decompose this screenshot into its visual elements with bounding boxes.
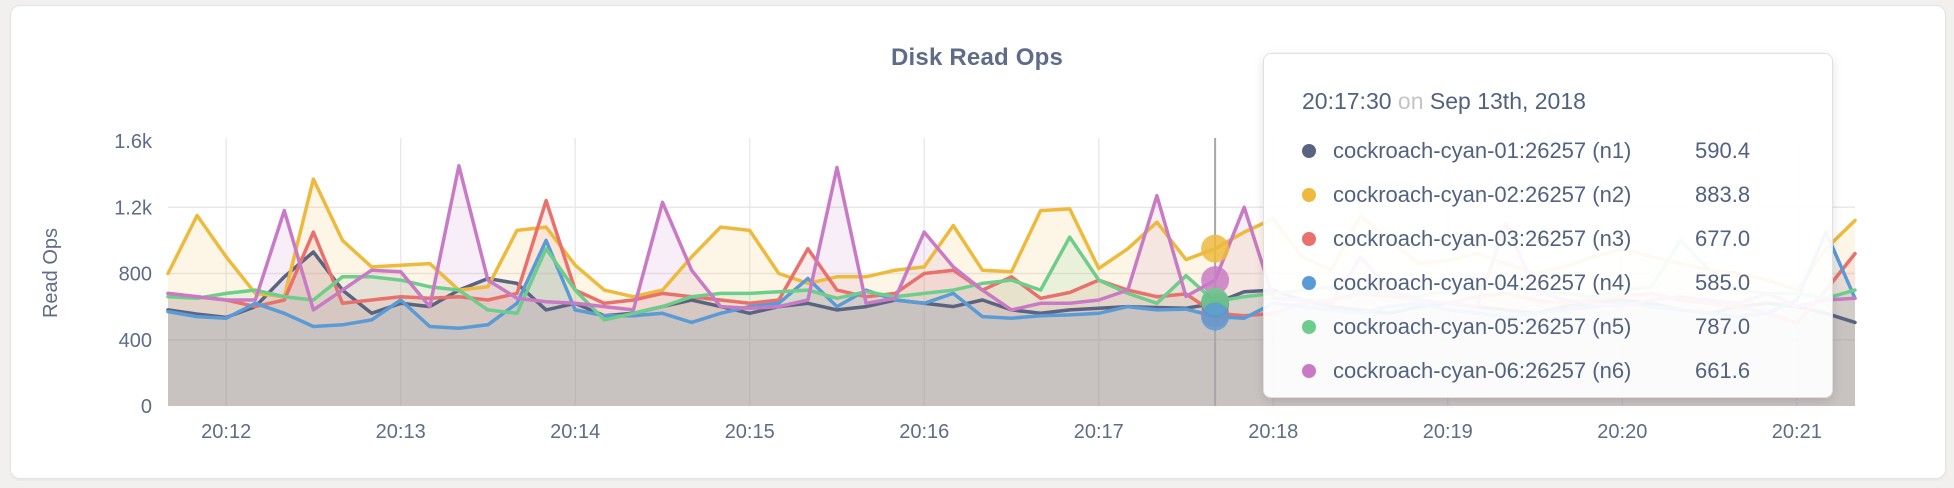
tooltip-row: cockroach-cyan-06:26257 (n6) 661.6 [1302,349,1802,393]
series-dot-icon [1302,188,1316,202]
x-axis-tick-label: 20:14 [550,421,600,443]
x-axis-tick-label: 20:13 [376,421,426,443]
x-axis-tick-label: 20:19 [1423,421,1473,443]
x-axis-tick-label: 20:20 [1597,421,1647,443]
tooltip-header: 20:17:30 on Sep 13th, 2018 [1302,88,1802,115]
y-axis-tick-label: 400 [119,330,152,352]
tooltip-row: cockroach-cyan-03:26257 (n3) 677.0 [1302,217,1802,261]
series-name: cockroach-cyan-06:26257 (n6) [1333,358,1632,383]
tooltip-separator: on [1397,88,1424,114]
series-value: 787.0 [1695,314,1751,339]
x-axis-tick-label: 20:21 [1772,421,1822,443]
tooltip-row: cockroach-cyan-04:26257 (n4) 585.0 [1302,261,1802,305]
series-dot-icon [1302,276,1316,290]
x-axis-tick-label: 20:15 [725,421,775,443]
hover-dot [1201,302,1230,331]
tooltip-row: cockroach-cyan-01:26257 (n1) 590.4 [1302,129,1802,173]
hover-tooltip: 20:17:30 on Sep 13th, 2018 cockroach-cya… [1263,53,1833,398]
series-value: 661.6 [1695,358,1751,383]
x-axis-tick-label: 20:18 [1248,421,1298,443]
series-value: 590.4 [1695,138,1751,163]
tooltip-rows: cockroach-cyan-01:26257 (n1) 590.4 cockroa… [1302,129,1802,393]
tooltip-time: 20:17:30 [1302,88,1392,114]
y-axis-tick-label: 1.2k [114,197,153,219]
x-axis-tick-label: 20:16 [899,421,949,443]
hover-dot [1201,234,1230,263]
series-dot-icon [1302,232,1316,246]
page-title: Disk Read Ops [891,44,1063,71]
series-value: 585.0 [1695,270,1751,295]
series-name: cockroach-cyan-01:26257 (n1) [1333,138,1632,163]
hover-dot [1201,266,1230,295]
y-axis-tick-label: 800 [119,264,152,286]
series-name: cockroach-cyan-04:26257 (n4) [1333,270,1632,295]
tooltip-date: Sep 13th, 2018 [1429,88,1586,114]
series-name: cockroach-cyan-05:26257 (n5) [1333,314,1632,339]
series-value: 883.8 [1695,182,1751,207]
tooltip-row: cockroach-cyan-05:26257 (n5) 787.0 [1302,305,1802,349]
x-axis-tick-label: 20:12 [201,421,251,443]
tooltip-row: cockroach-cyan-02:26257 (n2) 883.8 [1302,173,1802,217]
series-dot-icon [1302,364,1316,378]
series-dot-icon [1302,320,1316,334]
y-axis-title: Read Ops [40,228,62,318]
x-axis-tick-label: 20:17 [1074,421,1124,443]
series-dot-icon [1302,144,1316,158]
series-value: 677.0 [1695,226,1751,251]
series-name: cockroach-cyan-02:26257 (n2) [1333,182,1632,207]
y-axis-tick-label: 1.6k [114,131,153,153]
y-axis-tick-label: 0 [141,396,152,418]
series-name: cockroach-cyan-03:26257 (n3) [1333,226,1632,251]
